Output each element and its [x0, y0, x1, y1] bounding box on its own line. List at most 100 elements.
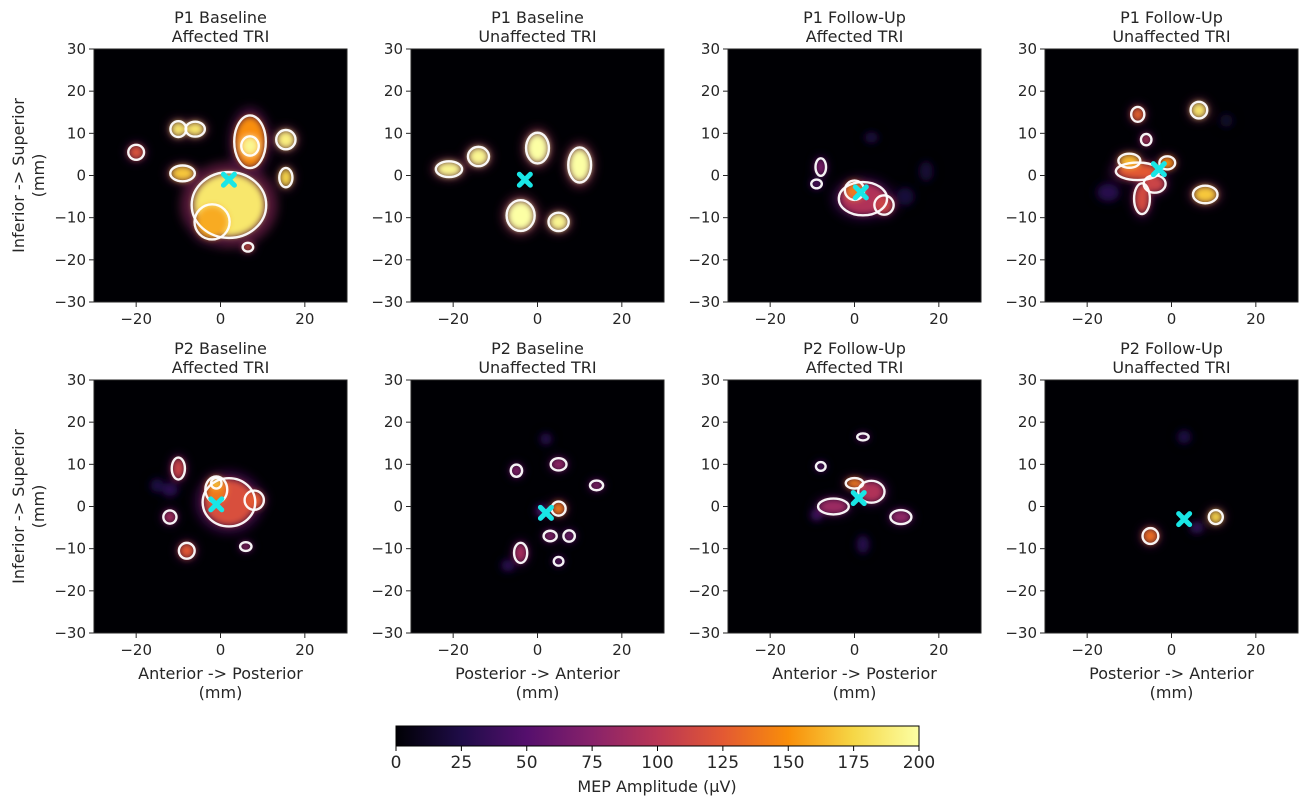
threshold-contour: [233, 114, 268, 170]
panel-6: −20 0 20 −30 −20 −10 0 10 20 30 P2 BaselineUnaffec…: [371, 339, 665, 702]
heatmap-blob: [1209, 510, 1223, 524]
y-tick-label: 0: [393, 167, 403, 185]
y-axis-label: (mm): [29, 154, 48, 198]
y-tick-label: −30: [371, 293, 403, 311]
heatmap-blob: [172, 458, 185, 480]
heatmap-blob: [548, 213, 569, 231]
heatmap-core: [436, 133, 591, 231]
heatmap-core: [811, 433, 912, 553]
x-axis-label: Posterior -> Anterior: [1089, 664, 1254, 683]
x-tick-label: 0: [533, 310, 543, 328]
threshold-contour: [275, 128, 297, 151]
heatmap-blob: [242, 242, 253, 252]
threshold-contour: [857, 479, 886, 504]
threshold-contours: [127, 114, 297, 253]
threshold-contour: [241, 241, 255, 253]
threshold-contour: [1141, 526, 1160, 546]
y-tick-label: 10: [67, 455, 86, 473]
hotspot-x-mark: [852, 184, 869, 201]
y-tick-label: 10: [1018, 124, 1037, 142]
heatmap-blob: [1193, 186, 1218, 203]
threshold-contours: [162, 456, 266, 560]
threshold-contour: [562, 529, 577, 543]
threshold-contour: [434, 160, 464, 179]
y-tick-label: −30: [688, 624, 720, 642]
threshold-contour: [588, 479, 605, 492]
y-tick-label: 10: [701, 455, 720, 473]
heatmap-blob: [818, 498, 849, 515]
threshold-contour: [816, 497, 850, 516]
x-tick-label: 0: [1167, 310, 1177, 328]
y-tick-label: −10: [371, 540, 403, 558]
heatmap-core: [1142, 430, 1223, 544]
threshold-contour: [127, 143, 146, 161]
hotspot-x-mark: [208, 496, 225, 513]
colorbar: 0 25 50 75 100 125 150 175 200 MEP Amplitude (μV…: [391, 725, 935, 796]
heatmap-blob: [816, 462, 826, 471]
threshold-contour: [810, 178, 824, 190]
threshold-contour: [512, 541, 529, 565]
heatmap-blob: [543, 530, 557, 542]
threshold-contour: [193, 203, 231, 241]
y-tick-label: −20: [1005, 582, 1037, 600]
y-tick-label: −20: [688, 251, 720, 269]
y-tick-label: 0: [710, 498, 720, 516]
panel-title: P1 Baseline: [174, 8, 267, 27]
y-tick-label: 30: [384, 371, 403, 389]
x-tick-label: 20: [1246, 310, 1265, 328]
heatmap-blob: [540, 433, 552, 445]
y-tick-label: 30: [67, 371, 86, 389]
heatmap-background: [728, 380, 981, 633]
x-tick-label: −20: [1071, 310, 1103, 328]
panel-title: Affected TRI: [806, 27, 904, 46]
panel-2: −20 0 20 −30 −20 −10 0 10 20 30 P1 BaselineUnaffec…: [371, 8, 665, 328]
y-tick-label: −30: [688, 293, 720, 311]
y-tick-label: −10: [54, 209, 86, 227]
x-tick-label: 0: [216, 310, 226, 328]
y-tick-label: 20: [1018, 82, 1037, 100]
colorbar-tick-label: 175: [837, 753, 869, 773]
heatmap-blob: [553, 557, 564, 566]
y-tick-label: 10: [384, 124, 403, 142]
panel-title: Unaffected TRI: [1112, 27, 1230, 46]
panel-title: P1 Follow-Up: [1120, 8, 1223, 27]
heatmap-blobs: [1140, 428, 1225, 547]
y-tick-label: −10: [688, 540, 720, 558]
heatmap-blob: [1141, 134, 1152, 146]
threshold-contour: [1139, 132, 1153, 147]
y-tick-label: 10: [67, 124, 86, 142]
heatmap-blob: [1219, 114, 1233, 128]
heatmap-blob: [550, 458, 567, 471]
y-tick-label: 30: [67, 40, 86, 58]
panel-title: P2 Baseline: [491, 339, 584, 358]
threshold-contour: [552, 555, 565, 567]
heatmap-blob: [858, 481, 885, 503]
threshold-contour: [567, 146, 593, 184]
x-axis-label: Posterior -> Anterior: [455, 664, 620, 683]
x-tick-label: 0: [216, 641, 226, 659]
panel-title: Affected TRI: [172, 27, 270, 46]
threshold-contour: [177, 541, 196, 560]
threshold-contour: [278, 166, 294, 189]
threshold-contour: [184, 120, 207, 138]
heatmap-blob: [276, 130, 296, 149]
y-tick-label: 20: [67, 413, 86, 431]
panel-4: −20 0 20 −30 −20 −10 0 10 20 30 P1 Follow-UpUnaffe…: [1005, 8, 1299, 328]
y-tick-label: −10: [1005, 540, 1037, 558]
heatmap-blob: [170, 165, 195, 181]
y-tick-label: 30: [1018, 371, 1037, 389]
x-tick-label: 20: [1246, 641, 1265, 659]
y-tick-label: −20: [54, 582, 86, 600]
heatmap-blob: [507, 200, 535, 231]
x-tick-label: −20: [437, 641, 469, 659]
colorbar-tick-label: 100: [641, 753, 673, 773]
threshold-contours: [434, 131, 593, 233]
threshold-contour: [505, 199, 536, 233]
threshold-contour: [1158, 155, 1177, 171]
threshold-contour: [509, 463, 524, 478]
panel-title: Unaffected TRI: [478, 358, 596, 377]
threshold-contour: [844, 476, 865, 490]
heatmap-background: [728, 49, 981, 302]
x-tick-label: 20: [295, 310, 314, 328]
hotspot-marker: [537, 504, 554, 521]
